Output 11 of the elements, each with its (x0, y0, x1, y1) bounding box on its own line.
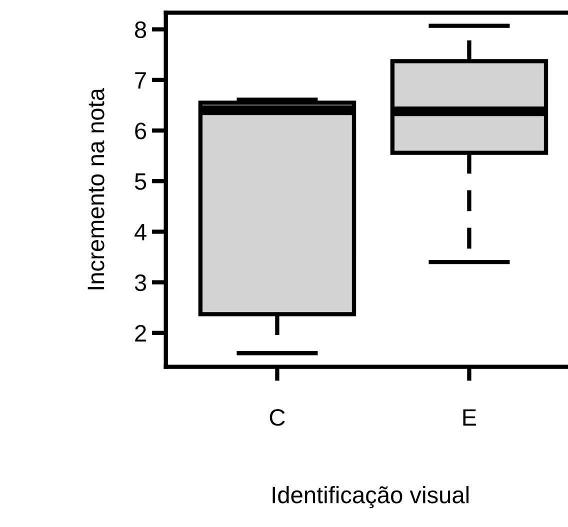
y-tick-label: 2 (135, 324, 146, 342)
x-tick-label: C (270, 409, 285, 426)
x-tick-label: E (463, 409, 476, 426)
y-tick-label: 6 (135, 122, 146, 140)
y-tick-label: 3 (134, 274, 146, 292)
x-axis-title: Identificação visual (272, 486, 469, 508)
y-tick-label: 7 (135, 72, 146, 88)
y-axis-title: Incremento na nota (88, 88, 104, 290)
y-tick-label: 4 (134, 224, 146, 240)
y-tick-label: 5 (134, 173, 146, 190)
y-tick-label: 8 (135, 21, 146, 38)
